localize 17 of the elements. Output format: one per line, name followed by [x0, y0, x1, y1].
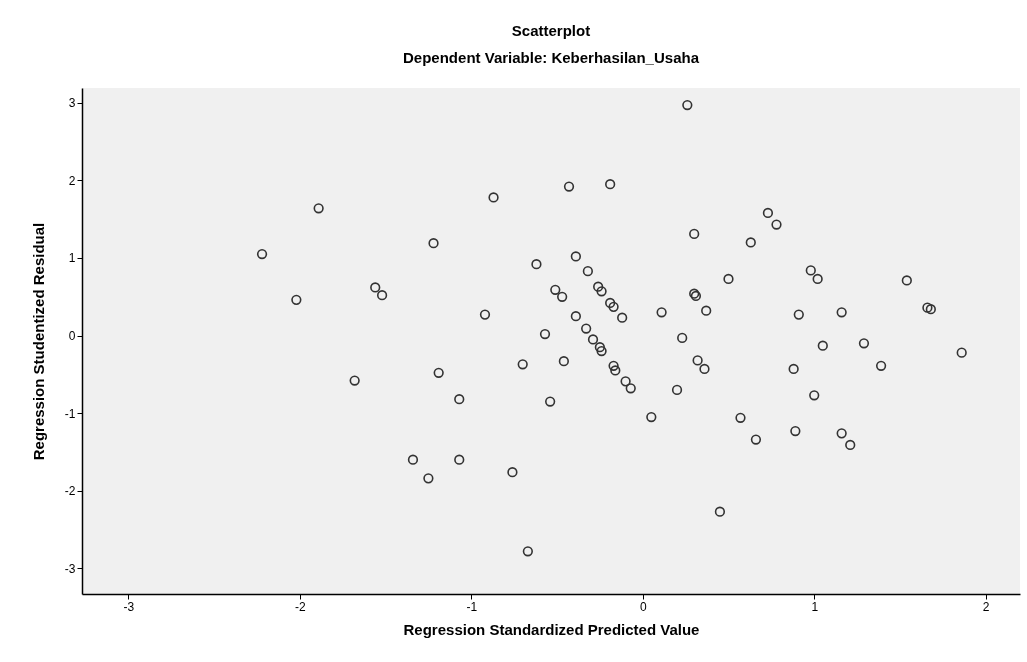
y-tick-label: 2: [68, 173, 76, 188]
y-tick-label: 3: [68, 96, 76, 111]
x-tick-label: 0: [639, 599, 647, 614]
y-axis-title: Regression Studentized Residual: [29, 222, 47, 461]
y-tick-label: 0: [68, 329, 76, 344]
y-tick-label: 1: [68, 251, 76, 266]
chart-title: Scatterplot: [511, 22, 591, 39]
x-tick-label: -3: [123, 599, 135, 614]
y-tick-label: -2: [64, 484, 76, 499]
chart-subtitle: Dependent Variable: Keberhasilan_Usaha: [403, 49, 700, 66]
x-tick-label: -1: [466, 599, 478, 614]
y-tick-label: -3: [64, 561, 76, 576]
y-tick-label: -1: [64, 406, 76, 421]
x-tick-label: 2: [982, 599, 990, 614]
x-tick-label: 1: [811, 599, 819, 614]
x-axis-title: Regression Standardized Predicted Value: [403, 620, 700, 638]
x-tick-label: -2: [294, 599, 306, 614]
